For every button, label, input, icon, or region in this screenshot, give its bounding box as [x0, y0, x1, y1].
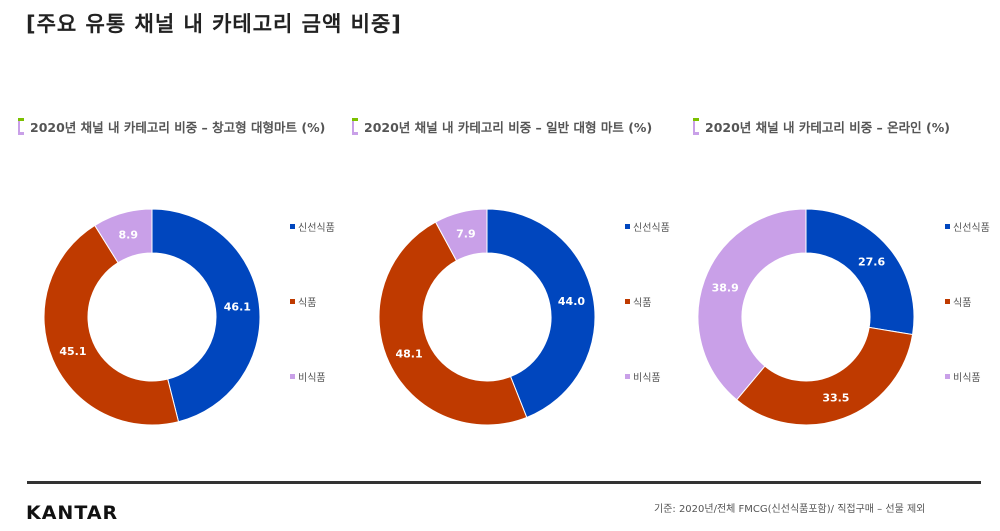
legend-swatch — [625, 224, 630, 229]
kantar-logo: KANTAR — [26, 502, 119, 524]
chart-title: 2020년 채널 내 카테고리 비중 – 창고형 대형마트 (%) — [18, 117, 325, 136]
legend-label: 식품 — [953, 298, 972, 309]
legend-item: 신선식품 — [290, 219, 335, 234]
slice-1 — [486, 208, 596, 419]
slice-3 — [434, 208, 488, 262]
slice-2 — [735, 326, 914, 426]
legend-label: 비식품 — [633, 373, 661, 384]
legend-item: 신선식품 — [945, 219, 990, 234]
legend-item: 비식품 — [290, 369, 326, 384]
slice-3 — [697, 208, 807, 401]
slice-1 — [151, 208, 261, 423]
data-label: 44.0 — [558, 295, 585, 308]
divider — [27, 481, 981, 484]
chart-title-text: 2020년 채널 내 카테고리 비중 – 온라인 (%) — [705, 120, 950, 135]
legend-label: 신선식품 — [298, 223, 335, 234]
bracket-icon — [693, 118, 702, 135]
chart-title-text: 2020년 채널 내 카테고리 비중 – 창고형 대형마트 (%) — [30, 120, 326, 135]
data-label: 45.1 — [59, 345, 86, 358]
legend-label: 비식품 — [953, 373, 981, 384]
donut-chart: 46.1 45.1 8.9 — [43, 208, 261, 426]
legend-swatch — [290, 374, 295, 379]
legend-swatch — [945, 299, 950, 304]
data-label: 8.9 — [119, 228, 139, 241]
legend-label: 식품 — [298, 298, 317, 309]
legend-item: 신선식품 — [625, 219, 670, 234]
legend-label: 신선식품 — [633, 223, 670, 234]
legend-item: 식품 — [945, 294, 971, 309]
data-label: 38.9 — [712, 282, 739, 295]
legend-item: 비식품 — [625, 369, 661, 384]
slice-1 — [805, 208, 915, 336]
legend-item: 비식품 — [945, 369, 981, 384]
chart-title: 2020년 채널 내 카테고리 비중 – 일반 대형 마트 (%) — [352, 117, 652, 136]
legend-label: 신선식품 — [953, 223, 990, 234]
legend-swatch — [945, 374, 950, 379]
data-label: 33.5 — [822, 392, 849, 405]
legend-swatch — [945, 224, 950, 229]
data-label: 7.9 — [456, 228, 476, 241]
legend-swatch — [625, 374, 630, 379]
slice-2 — [43, 224, 180, 426]
data-label: 48.1 — [395, 347, 422, 360]
legend-swatch — [625, 299, 630, 304]
legend-label: 식품 — [633, 298, 652, 309]
donut-chart: 44.0 48.1 7.9 — [378, 208, 596, 426]
legend-item: 식품 — [290, 294, 316, 309]
legend-item: 식품 — [625, 294, 651, 309]
page-title: [주요 유통 채널 내 카테고리 금액 비중] — [26, 12, 402, 36]
slice-2 — [378, 221, 528, 426]
legend-label: 비식품 — [298, 373, 326, 384]
footnote: 기준: 2020년/전체 FMCG(신선식품포함)/ 직접구매 – 선물 제외 — [654, 504, 926, 515]
donut-chart: 27.6 33.5 38.9 — [697, 208, 915, 426]
data-label: 27.6 — [858, 255, 885, 268]
data-label: 46.1 — [224, 300, 251, 313]
chart-title-text: 2020년 채널 내 카테고리 비중 – 일반 대형 마트 (%) — [364, 120, 653, 135]
bracket-icon — [352, 118, 361, 135]
legend-swatch — [290, 224, 295, 229]
slice-3 — [94, 208, 153, 264]
legend-swatch — [290, 299, 295, 304]
bracket-icon — [18, 118, 27, 135]
chart-title: 2020년 채널 내 카테고리 비중 – 온라인 (%) — [693, 117, 950, 136]
